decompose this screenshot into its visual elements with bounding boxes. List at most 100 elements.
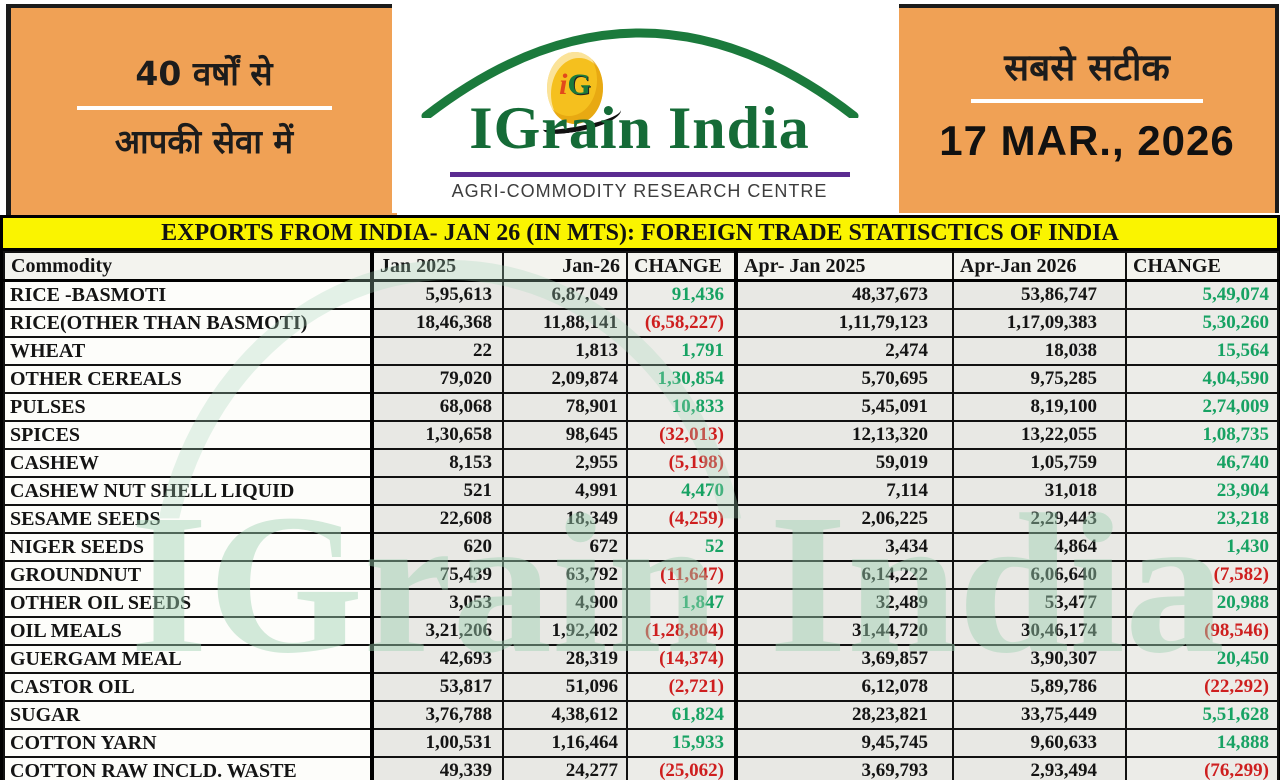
aprjan2025-cell: 2,06,225 bbox=[734, 504, 954, 534]
col-header-jan2025: Jan 2025 bbox=[370, 251, 504, 282]
table-row: OIL MEALS 3,21,206 1,92,402 (1,28,804) 31,44… bbox=[3, 616, 1279, 646]
aprjan2026-cell: 33,75,449 bbox=[952, 700, 1127, 730]
jan26-cell: 28,319 bbox=[502, 644, 628, 674]
jan26-cell: 1,16,464 bbox=[502, 728, 628, 758]
change-month-cell: (2,721) bbox=[626, 672, 737, 702]
change-cumulative-cell: 20,988 bbox=[1125, 588, 1279, 618]
logo-grain-egg-icon: iG bbox=[547, 52, 603, 124]
col-header-jan26: Jan-26 bbox=[502, 251, 628, 282]
commodity-cell: SUGAR bbox=[3, 700, 373, 730]
aprjan2025-cell: 5,45,091 bbox=[734, 392, 954, 422]
date-divider bbox=[971, 99, 1203, 103]
aprjan2026-cell: 53,477 bbox=[952, 588, 1127, 618]
header-row: Commodity Jan 2025 Jan-26 CHANGE Apr- Ja… bbox=[3, 251, 1279, 282]
logo-wordmark: IGrain India bbox=[469, 95, 810, 161]
change-month-cell: (11,647) bbox=[626, 560, 737, 590]
table-row: CASTOR OIL 53,817 51,096 (2,721) 6,12,078 5,8… bbox=[3, 672, 1279, 702]
aprjan2025-cell: 3,69,793 bbox=[734, 756, 954, 780]
commodity-cell: OTHER OIL SEEDS bbox=[3, 588, 373, 618]
commodity-cell: RICE -BASMOTI bbox=[3, 279, 373, 310]
change-cumulative-cell: 46,740 bbox=[1125, 448, 1279, 478]
aprjan2025-cell: 31,44,720 bbox=[734, 616, 954, 646]
jan26-cell: 2,09,874 bbox=[502, 364, 628, 394]
left-slogan-badge: 40 वर्षों से आपकी सेवा में bbox=[6, 4, 397, 219]
aprjan2026-cell: 4,864 bbox=[952, 532, 1127, 562]
change-cumulative-cell: 1,430 bbox=[1125, 532, 1279, 562]
aprjan2026-cell: 3,90,307 bbox=[952, 644, 1127, 674]
col-header-change-cumulative: CHANGE bbox=[1125, 251, 1279, 282]
aprjan2025-cell: 6,12,078 bbox=[734, 672, 954, 702]
table-row: COTTON YARN 1,00,531 1,16,464 15,933 9,45,74… bbox=[3, 728, 1279, 758]
aprjan2025-cell: 9,45,745 bbox=[734, 728, 954, 758]
aprjan2025-cell: 3,434 bbox=[734, 532, 954, 562]
table-row: CASHEW NUT SHELL LIQUID 521 4,991 4,470 7,11… bbox=[3, 476, 1279, 506]
change-month-cell: 4,470 bbox=[626, 476, 737, 506]
change-cumulative-cell: 2,74,009 bbox=[1125, 392, 1279, 422]
masthead: 40 वर्षों से आपकी सेवा में iG IGrain Ind… bbox=[0, 0, 1280, 219]
table-row: RICE(OTHER THAN BASMOTI) 18,46,368 11,88,1… bbox=[3, 308, 1279, 338]
aprjan2025-cell: 7,114 bbox=[734, 476, 954, 506]
jan2025-cell: 8,153 bbox=[370, 448, 504, 478]
change-month-cell: (14,374) bbox=[626, 644, 737, 674]
jan2025-cell: 1,00,531 bbox=[370, 728, 504, 758]
commodity-cell: CASHEW bbox=[3, 448, 373, 478]
change-month-cell: 91,436 bbox=[626, 279, 737, 310]
logo-underline bbox=[450, 172, 850, 177]
aprjan2026-cell: 5,89,786 bbox=[952, 672, 1127, 702]
jan26-cell: 78,901 bbox=[502, 392, 628, 422]
change-month-cell: 10,833 bbox=[626, 392, 737, 422]
aprjan2025-cell: 1,11,79,123 bbox=[734, 308, 954, 338]
table-row: GROUNDNUT 75,439 63,792 (11,647) 6,14,222 6,0… bbox=[3, 560, 1279, 590]
aprjan2025-cell: 5,70,695 bbox=[734, 364, 954, 394]
slogan-divider bbox=[76, 105, 332, 110]
jan26-cell: 4,991 bbox=[502, 476, 628, 506]
jan2025-cell: 3,76,788 bbox=[370, 700, 504, 730]
change-cumulative-cell: 20,450 bbox=[1125, 644, 1279, 674]
change-cumulative-cell: 1,08,735 bbox=[1125, 420, 1279, 450]
change-cumulative-cell: 23,218 bbox=[1125, 504, 1279, 534]
table-row: CASHEW 8,153 2,955 (5,198) 59,019 1,05,759 46,… bbox=[3, 448, 1279, 478]
logo-monogram-g: G bbox=[567, 68, 591, 101]
table-title: EXPORTS FROM INDIA- JAN 26 (IN MTS): FOR… bbox=[3, 218, 1277, 251]
jan2025-cell: 49,339 bbox=[370, 756, 504, 780]
aprjan2025-cell: 6,14,222 bbox=[734, 560, 954, 590]
jan2025-cell: 3,21,206 bbox=[370, 616, 504, 646]
commodity-cell: SPICES bbox=[3, 420, 373, 450]
aprjan2026-cell: 9,60,633 bbox=[952, 728, 1127, 758]
jan26-cell: 98,645 bbox=[502, 420, 628, 450]
date-badge: सबसे सटीक 17 MAR., 2026 bbox=[899, 4, 1279, 213]
jan2025-cell: 22 bbox=[370, 336, 504, 366]
commodity-cell: OIL MEALS bbox=[3, 616, 373, 646]
jan26-cell: 4,900 bbox=[502, 588, 628, 618]
table-row: COTTON RAW INCLD. WASTE 49,339 24,277 (25,0… bbox=[3, 756, 1279, 780]
change-month-cell: 1,791 bbox=[626, 336, 737, 366]
commodity-cell: OTHER CEREALS bbox=[3, 364, 373, 394]
table-row: SPICES 1,30,658 98,645 (32,013) 12,13,320 13,… bbox=[3, 420, 1279, 450]
change-month-cell: (25,062) bbox=[626, 756, 737, 780]
change-month-cell: (32,013) bbox=[626, 420, 737, 450]
jan26-cell: 11,88,141 bbox=[502, 308, 628, 338]
aprjan2026-cell: 1,05,759 bbox=[952, 448, 1127, 478]
aprjan2025-cell: 59,019 bbox=[734, 448, 954, 478]
logo-monogram-i: i bbox=[559, 68, 568, 101]
jan2025-cell: 18,46,368 bbox=[370, 308, 504, 338]
change-month-cell: 52 bbox=[626, 532, 737, 562]
report-date: 17 MAR., 2026 bbox=[939, 117, 1235, 164]
jan2025-cell: 22,608 bbox=[370, 504, 504, 534]
aprjan2026-cell: 6,06,640 bbox=[952, 560, 1127, 590]
table-row: SESAME SEEDS 22,608 18,349 (4,259) 2,06,225 2… bbox=[3, 504, 1279, 534]
table-row: OTHER CEREALS 79,020 2,09,874 1,30,854 5,70,… bbox=[3, 364, 1279, 394]
aprjan2026-cell: 2,29,443 bbox=[952, 504, 1127, 534]
change-month-cell: (4,259) bbox=[626, 504, 737, 534]
jan2025-cell: 3,053 bbox=[370, 588, 504, 618]
aprjan2025-cell: 2,474 bbox=[734, 336, 954, 366]
change-month-cell: 61,824 bbox=[626, 700, 737, 730]
change-month-cell: (6,58,227) bbox=[626, 308, 737, 338]
commodity-cell: CASHEW NUT SHELL LIQUID bbox=[3, 476, 373, 506]
aprjan2025-cell: 3,69,857 bbox=[734, 644, 954, 674]
aprjan2025-cell: 48,37,673 bbox=[734, 279, 954, 310]
commodity-cell: COTTON YARN bbox=[3, 728, 373, 758]
aprjan2026-cell: 30,46,174 bbox=[952, 616, 1127, 646]
slogan-line1: 40 वर्षों से bbox=[135, 54, 273, 93]
